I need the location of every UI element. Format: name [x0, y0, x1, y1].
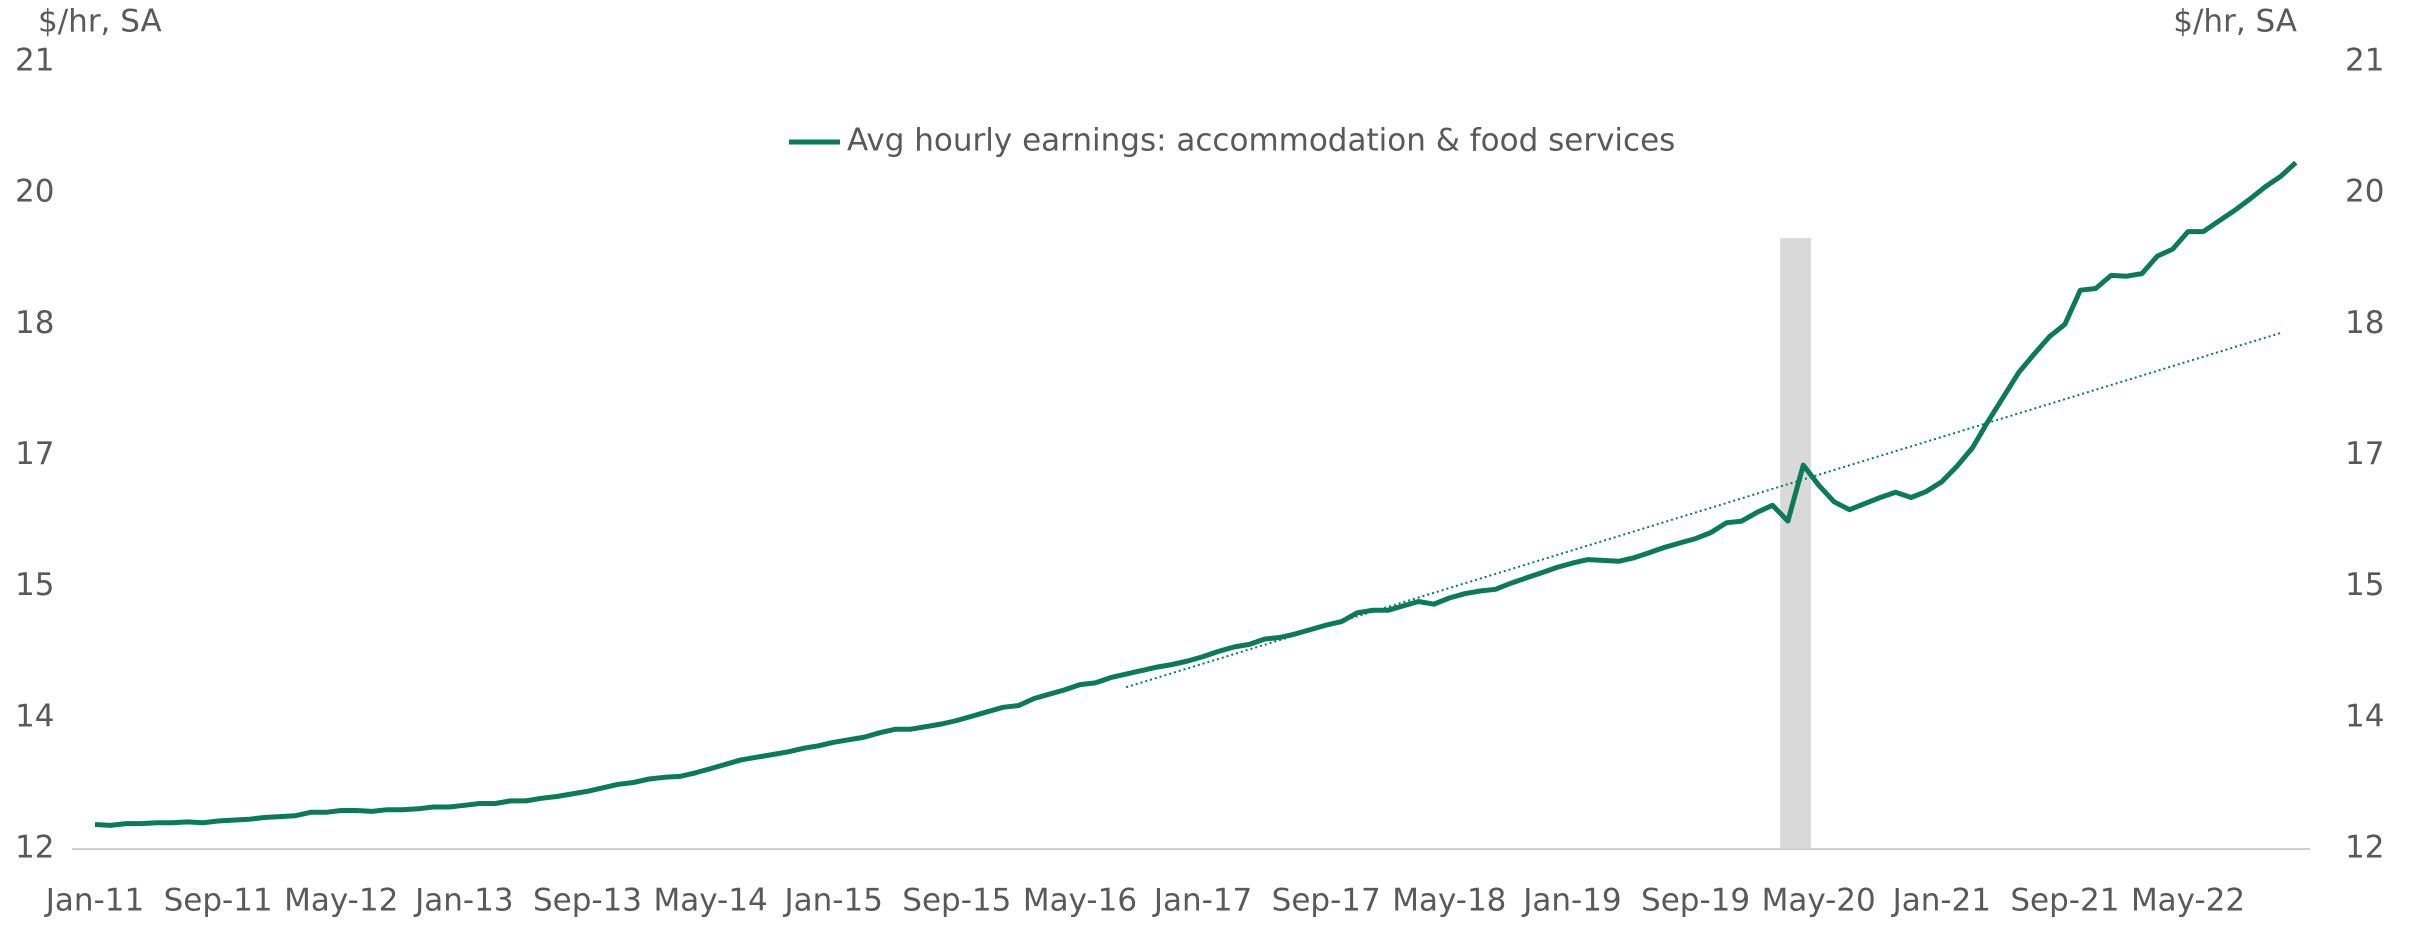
y-tick-label: 12 [15, 830, 54, 866]
y-unit-left: $/hr, SA [38, 4, 162, 40]
series-line [94, 160, 2298, 828]
x-tick-label: Jan-11 [44, 883, 144, 919]
y-tick-label: 21 [15, 43, 54, 79]
x-tick-label: Jan-17 [1152, 883, 1252, 919]
shaded-period [1780, 238, 1811, 849]
x-tick-label: May-20 [1762, 883, 1876, 919]
y2-tick-label: 18 [2345, 305, 2384, 341]
y-tick-label: 17 [15, 436, 54, 472]
x-tick-label: May-22 [2131, 883, 2245, 919]
x-tick-label: May-12 [284, 883, 398, 919]
y-unit-right: $/hr, SA [2173, 4, 2297, 40]
y2-tick-label: 14 [2345, 698, 2384, 734]
y2-tick-label: 20 [2345, 174, 2384, 210]
x-tick-label: Sep-21 [2010, 883, 2119, 919]
legend-label: Avg hourly earnings: accommodation & foo… [847, 123, 1675, 159]
y2-tick-label: 15 [2345, 567, 2384, 603]
x-tick-label: Sep-19 [1641, 883, 1750, 919]
x-tick-label: Sep-17 [1272, 883, 1381, 919]
x-tick-label: Jan-21 [1891, 883, 1991, 919]
x-tick-label: Sep-11 [164, 883, 273, 919]
x-tick-label: Jan-15 [783, 883, 883, 919]
x-tick-label: Jan-13 [413, 883, 513, 919]
x-tick-label: Sep-13 [533, 883, 642, 919]
x-tick-label: Sep-15 [902, 883, 1011, 919]
y-tick-label: 14 [15, 698, 54, 734]
x-tick-label: May-16 [1023, 883, 1137, 919]
y2-tick-label: 12 [2345, 830, 2384, 866]
x-tick-label: Jan-19 [1521, 883, 1621, 919]
y-tick-label: 20 [15, 174, 54, 210]
x-tick-label: May-14 [654, 883, 768, 919]
y2-tick-label: 21 [2345, 43, 2384, 79]
y2-tick-label: 17 [2345, 436, 2384, 472]
x-tick-label: May-18 [1392, 883, 1506, 919]
y-tick-label: 15 [15, 567, 54, 603]
y-tick-label: 18 [15, 305, 54, 341]
